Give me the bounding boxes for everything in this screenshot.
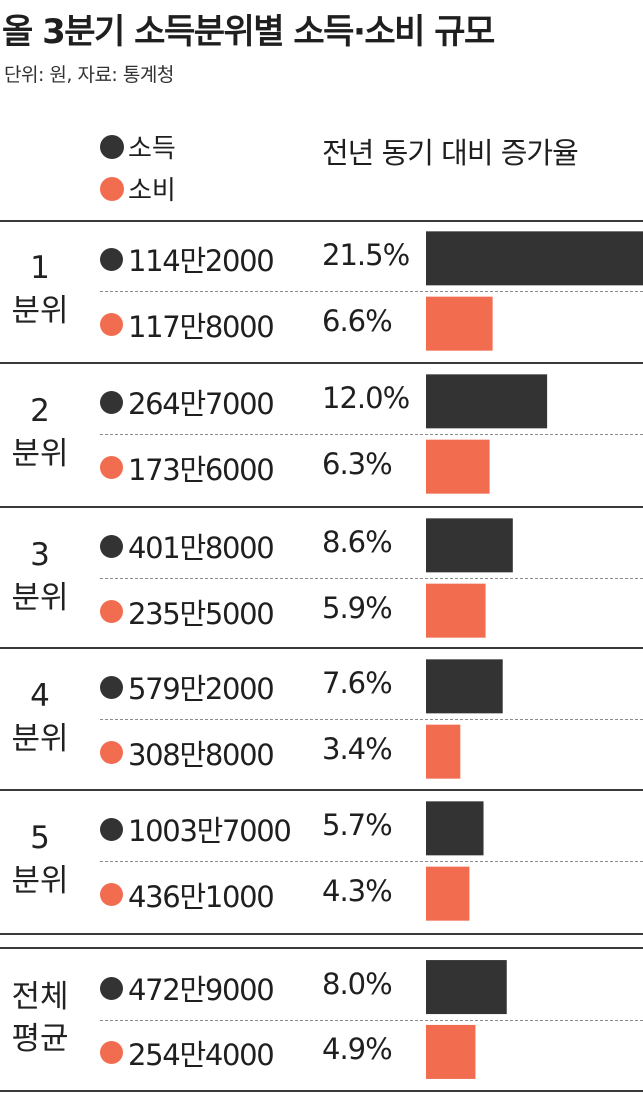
legend-dot-spending-icon — [100, 176, 124, 201]
spending-amount: 117만8000 — [100, 304, 275, 346]
chart-subtitle: 단위: 원, 자료: 통계청 — [4, 64, 174, 86]
group-label: 1 분위 — [11, 250, 69, 329]
average-separator-line — [0, 933, 643, 935]
income-amount: 401만8000 — [100, 525, 275, 567]
income-amount-value: 579만2000 — [128, 672, 275, 707]
income-growth-label: 5.7% — [322, 808, 393, 843]
spending-growth-bar — [426, 866, 470, 921]
row-divider-dashed — [100, 291, 643, 292]
group-separator-line — [0, 789, 643, 791]
spending-amount-value: 254만4000 — [128, 1037, 275, 1072]
income-dot-icon — [100, 675, 123, 699]
spending-growth-label: 4.9% — [322, 1031, 393, 1066]
group-separator-line — [0, 506, 643, 508]
income-amount-value: 472만9000 — [128, 973, 275, 1008]
spending-growth-bar — [426, 583, 486, 638]
spending-dot-icon — [100, 883, 123, 907]
income-growth-bar — [426, 518, 513, 573]
legend-label-income: 소득 — [128, 134, 176, 164]
income-amount-value: 401만8000 — [128, 531, 275, 566]
spending-growth-label: 4.3% — [322, 873, 393, 908]
spending-growth-bar — [426, 296, 493, 351]
spending-growth-label: 5.9% — [322, 590, 393, 625]
income-dot-icon — [100, 976, 123, 1000]
average-separator-line — [0, 947, 643, 949]
spending-amount: 254만4000 — [100, 1032, 275, 1074]
spending-amount: 235만5000 — [100, 591, 275, 633]
spending-growth-bar — [426, 439, 490, 494]
group-label: 5 분위 — [11, 820, 69, 899]
income-growth-bar — [426, 659, 503, 714]
income-amount: 264만7000 — [100, 381, 275, 423]
row-divider-dashed — [100, 861, 643, 862]
bottom-border-line — [0, 1090, 643, 1092]
income-growth-bar — [426, 374, 548, 429]
spending-amount: 436만1000 — [100, 874, 275, 916]
spending-amount: 173만6000 — [100, 447, 275, 489]
income-growth-label: 21.5% — [322, 238, 410, 273]
income-dot-icon — [100, 390, 123, 414]
income-amount: 1003만7000 — [100, 808, 292, 850]
group-separator-line — [0, 362, 643, 364]
spending-amount-value: 117만8000 — [128, 309, 275, 344]
legend-item-income: 소득 — [100, 128, 176, 165]
income-growth-bar — [426, 801, 484, 856]
group-separator-line — [0, 647, 643, 649]
spending-amount-value: 173만6000 — [128, 452, 275, 487]
spending-amount-value: 235만5000 — [128, 596, 275, 631]
income-amount-value: 1003만7000 — [128, 814, 292, 849]
income-growth-label: 7.6% — [322, 666, 393, 701]
spending-growth-bar — [426, 1024, 476, 1079]
spending-growth-label: 6.3% — [322, 446, 393, 481]
chart-title: 올 3분기 소득분위별 소득·소비 규모 — [2, 12, 495, 52]
legend-item-spending: 소비 — [100, 170, 176, 207]
income-amount: 579만2000 — [100, 666, 275, 708]
row-divider-dashed — [100, 719, 643, 720]
spending-dot-icon — [100, 1041, 123, 1065]
spending-amount: 308만8000 — [100, 732, 275, 774]
income-growth-label: 8.0% — [322, 967, 393, 1002]
income-amount: 114만2000 — [100, 238, 275, 280]
growth-column-header: 전년 동기 대비 증가율 — [322, 136, 579, 170]
row-divider-dashed — [100, 578, 643, 579]
group-label: 2 분위 — [11, 393, 69, 472]
income-growth-bar — [426, 960, 507, 1015]
income-amount-value: 114만2000 — [128, 244, 275, 279]
legend-label-spending: 소비 — [128, 176, 176, 206]
row-divider-dashed — [100, 434, 643, 435]
spending-amount-value: 308만8000 — [128, 737, 275, 772]
income-dot-icon — [100, 247, 123, 271]
income-growth-label: 12.0% — [322, 381, 410, 416]
spending-amount-value: 436만1000 — [128, 879, 275, 914]
income-dot-icon — [100, 817, 123, 841]
spending-growth-label: 3.4% — [322, 731, 393, 766]
income-growth-bar — [426, 231, 643, 286]
spending-dot-icon — [100, 456, 123, 480]
group-label: 4 분위 — [11, 678, 69, 757]
row-divider-dashed — [100, 1019, 643, 1021]
group-label: 3 분위 — [11, 537, 69, 616]
spending-dot-icon — [100, 313, 123, 337]
header-separator-line — [0, 220, 643, 222]
spending-growth-bar — [426, 724, 461, 779]
spending-dot-icon — [100, 600, 123, 624]
group-label: 전체 평균 — [11, 978, 69, 1058]
income-amount-value: 264만7000 — [128, 387, 275, 422]
spending-dot-icon — [100, 741, 123, 765]
income-dot-icon — [100, 534, 123, 558]
income-amount: 472만9000 — [100, 967, 275, 1009]
legend-dot-income-icon — [100, 134, 124, 159]
income-growth-label: 8.6% — [322, 525, 393, 560]
spending-growth-label: 6.6% — [322, 303, 393, 338]
